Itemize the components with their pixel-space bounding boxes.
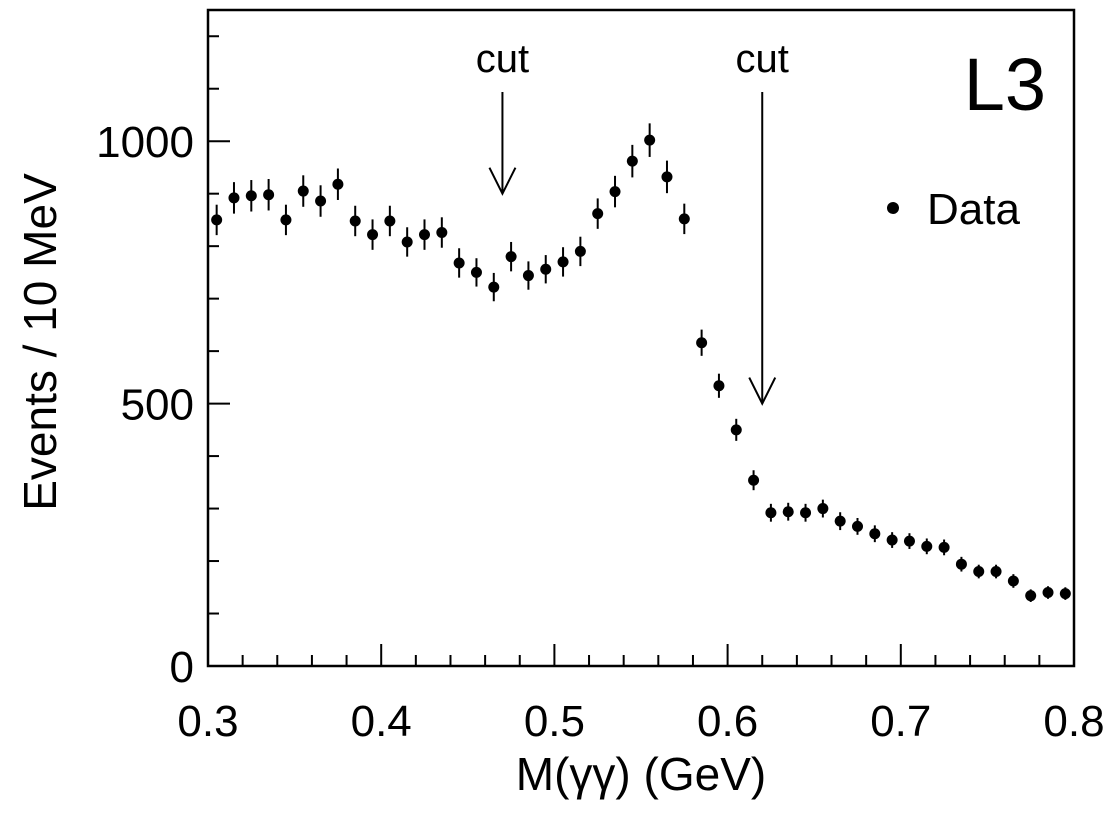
x-axis-tick-labels: 0.3 0.4 0.5 0.6 0.7 0.8 — [177, 697, 1104, 746]
data-point — [453, 257, 465, 269]
x-tick-label: 0.5 — [524, 697, 585, 746]
data-point — [574, 245, 586, 257]
legend-marker — [887, 202, 899, 214]
cut-label: cut — [476, 37, 529, 81]
data-point — [211, 214, 223, 226]
y-tick-label: 1000 — [96, 118, 194, 167]
data-point — [938, 541, 950, 553]
data-point — [1042, 587, 1054, 599]
data-point — [921, 540, 933, 552]
data-point — [886, 534, 898, 546]
y-tick-label: 500 — [121, 381, 194, 430]
data-point — [470, 266, 482, 278]
x-axis-ticks — [207, 644, 1075, 666]
data-point — [245, 190, 257, 202]
data-point — [280, 214, 292, 226]
x-tick-label: 0.8 — [1043, 697, 1104, 746]
data-point — [609, 186, 621, 198]
data-point — [626, 155, 638, 167]
cut-annotations: cut cut — [476, 37, 789, 406]
data-point — [557, 256, 569, 268]
data-point — [990, 566, 1002, 578]
data-point — [522, 270, 534, 282]
data-point — [869, 528, 881, 540]
y-tick-label: 0 — [170, 643, 194, 692]
data-point — [800, 507, 812, 519]
data-point — [436, 227, 448, 239]
x-tick-label: 0.4 — [351, 697, 412, 746]
data-points — [211, 134, 1071, 602]
y-axis-ticks — [208, 35, 230, 667]
data-point — [332, 178, 344, 190]
data-point — [782, 506, 794, 518]
cut-arrow-head — [748, 377, 777, 406]
data-point — [661, 171, 673, 183]
data-point — [1059, 588, 1071, 600]
data-point — [349, 215, 361, 227]
data-point — [852, 520, 863, 532]
plot-frame — [206, 8, 1076, 668]
data-point — [419, 229, 430, 241]
data-point — [973, 566, 985, 578]
data-point — [315, 195, 327, 207]
cut-label: cut — [736, 37, 789, 81]
experiment-label: L3 — [964, 43, 1046, 126]
data-point — [834, 515, 846, 527]
x-axis-label: M(γγ) (GeV) — [516, 748, 766, 800]
legend: Data — [887, 185, 1020, 234]
data-point — [263, 189, 275, 201]
data-point — [955, 558, 967, 570]
data-point — [748, 474, 760, 486]
data-point — [713, 380, 725, 392]
data-point — [367, 229, 379, 241]
y-axis-label: Events / 10 MeV — [14, 173, 66, 511]
data-point — [1025, 590, 1037, 602]
data-point — [903, 535, 915, 547]
data-point — [592, 208, 604, 220]
x-tick-label: 0.3 — [177, 697, 238, 746]
x-tick-label: 0.7 — [870, 697, 931, 746]
cut-arrow-head — [488, 167, 517, 196]
data-point — [505, 251, 517, 263]
data-point — [644, 134, 656, 146]
data-point — [384, 215, 396, 227]
data-point — [817, 503, 829, 515]
data-point — [678, 213, 690, 225]
data-point — [1007, 575, 1019, 587]
y-axis-tick-labels: 0 500 1000 — [96, 118, 194, 692]
data-point — [540, 263, 552, 275]
data-point — [765, 507, 777, 519]
data-point — [696, 337, 708, 349]
x-tick-label: 0.6 — [697, 697, 758, 746]
data-point — [730, 424, 742, 436]
legend-label: Data — [927, 185, 1020, 234]
data-point — [228, 192, 240, 204]
data-point — [297, 185, 309, 197]
data-point — [401, 236, 413, 248]
data-point — [488, 281, 500, 293]
